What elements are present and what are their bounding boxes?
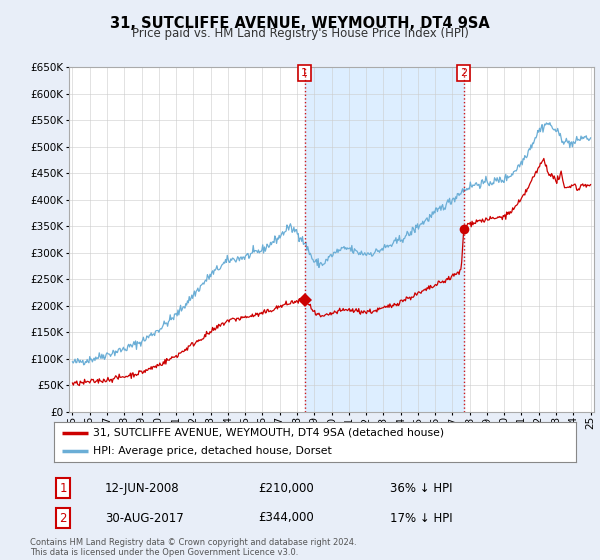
Text: 1: 1 — [301, 68, 308, 78]
Text: 17% ↓ HPI: 17% ↓ HPI — [390, 511, 452, 525]
Text: 31, SUTCLIFFE AVENUE, WEYMOUTH, DT4 9SA: 31, SUTCLIFFE AVENUE, WEYMOUTH, DT4 9SA — [110, 16, 490, 31]
Text: £344,000: £344,000 — [258, 511, 314, 525]
Text: 2: 2 — [460, 68, 467, 78]
Text: 12-JUN-2008: 12-JUN-2008 — [105, 482, 179, 495]
Text: Price paid vs. HM Land Registry's House Price Index (HPI): Price paid vs. HM Land Registry's House … — [131, 27, 469, 40]
Text: Contains HM Land Registry data © Crown copyright and database right 2024.
This d: Contains HM Land Registry data © Crown c… — [30, 538, 356, 557]
Text: 1: 1 — [59, 482, 67, 495]
Bar — [305, 67, 464, 412]
Text: 2: 2 — [59, 511, 67, 525]
Text: £210,000: £210,000 — [258, 482, 314, 495]
Text: 36% ↓ HPI: 36% ↓ HPI — [390, 482, 452, 495]
Text: HPI: Average price, detached house, Dorset: HPI: Average price, detached house, Dors… — [93, 446, 332, 456]
Text: 30-AUG-2017: 30-AUG-2017 — [105, 511, 184, 525]
Text: 31, SUTCLIFFE AVENUE, WEYMOUTH, DT4 9SA (detached house): 31, SUTCLIFFE AVENUE, WEYMOUTH, DT4 9SA … — [93, 428, 444, 437]
